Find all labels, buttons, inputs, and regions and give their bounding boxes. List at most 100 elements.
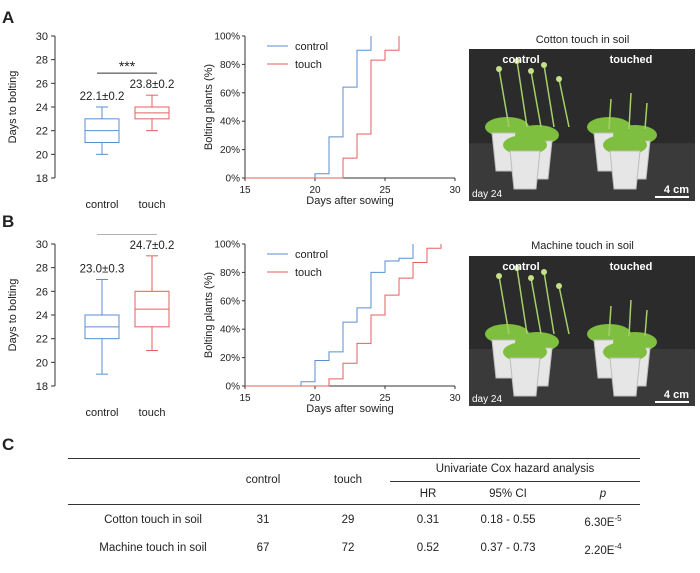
- b-curve-control-line: [245, 244, 414, 387]
- a-box-ytick-label-24: 24: [36, 102, 48, 114]
- b-photo-pot-5: [609, 357, 641, 397]
- a-curve-ytick-label-80: 80%: [220, 60, 240, 71]
- b-box-ytick-label-24: 24: [36, 310, 48, 322]
- b-curve-legend-control-label: control: [295, 249, 328, 261]
- b-photo-rosette-5: [603, 342, 647, 362]
- a-curve-ytick-label-100: 100%: [214, 32, 240, 43]
- row-2-ci: 0.37 - 0.73: [480, 542, 536, 554]
- a-photo-flower-2: [528, 68, 534, 74]
- b-box-control-category: control: [85, 407, 118, 419]
- b-curve-ytick-label-0: 0%: [226, 382, 241, 393]
- b-photo-stem-4: [558, 285, 570, 335]
- row-1-p-base: 6.30E: [584, 516, 615, 529]
- bolting-curve-a: 100% 80% 60% 40% 20% 0%15 20 25 30 Days after sow…: [203, 32, 461, 208]
- b-box-ytick-label-22: 22: [36, 334, 48, 346]
- a-curve-xlabel: Days after sowing: [306, 195, 393, 207]
- a-photo-short-stem-0: [608, 98, 612, 130]
- a-box-touch-category: touch: [139, 199, 166, 211]
- b-photo-short-stem-2: [644, 309, 648, 337]
- a-photo-label-control: control: [502, 54, 539, 66]
- box-plot-b: 30 28 26 24 22 20 18 Days to bolting 23.0±0.3 con…: [7, 234, 175, 419]
- b-box-ytick-label-20: 20: [36, 357, 48, 369]
- b-box-ytick-label-18: 18: [36, 381, 48, 393]
- group-header: Univariate Cox hazard analysis: [435, 463, 595, 475]
- b-box-ylabel: Days to bolting: [7, 279, 19, 352]
- a-photo-stem-0: [498, 68, 510, 128]
- a-curve-xtick-label-25: 25: [379, 185, 391, 196]
- b-box-ytick-label-30: 30: [36, 239, 48, 251]
- table-header-rule: [68, 504, 640, 505]
- row-1-p: 6.30E-5: [568, 514, 638, 529]
- table-top-rule: [68, 458, 640, 459]
- b-box-control-value-label: 23.0±0.3: [80, 264, 125, 276]
- b-photo-stem-1: [516, 267, 528, 335]
- a-photo-rosette-5: [603, 135, 647, 155]
- a-photo-short-stem-1: [628, 92, 632, 130]
- bolting-curve-b: 100% 80% 60% 40% 20% 0%15 20 25 30 Days after sow…: [203, 240, 461, 416]
- photo-title-b: Machine touch in soil: [531, 240, 634, 252]
- a-curve-ylabel: Bolting plants (%): [203, 64, 215, 150]
- a-photo-pot-5: [609, 150, 641, 190]
- a-curve-legend-touch-label: touch: [295, 59, 322, 71]
- a-box-ytick-label-20: 20: [36, 149, 48, 161]
- b-photo-day-label: day 24: [472, 394, 502, 405]
- b-photo-flower-0: [496, 273, 502, 279]
- b-photo-short-stem-0: [608, 305, 612, 337]
- b-curve-xtick-label-30: 30: [449, 393, 461, 404]
- b-photo-flower-1: [514, 265, 520, 271]
- a-photo-flower-0: [496, 66, 502, 72]
- a-box-ytick-label-28: 28: [36, 55, 48, 67]
- group-header-rule: [390, 481, 640, 482]
- a-photo-stem-4: [558, 78, 570, 128]
- a-curve-xtick-label-20: 20: [309, 185, 321, 196]
- a-box-ytick-label-26: 26: [36, 78, 48, 90]
- a-photo-label-touched: touched: [610, 54, 653, 66]
- b-curve-ytick-label-100: 100%: [214, 240, 240, 251]
- row-2-name: Machine touch in soil: [99, 542, 207, 554]
- a-photo-flower-1: [514, 58, 520, 64]
- a-curve-ytick-label-60: 60%: [220, 88, 240, 99]
- panel-letter-b: B: [2, 212, 15, 231]
- a-photo-flower-4: [556, 76, 562, 82]
- b-photo-flower-4: [556, 283, 562, 289]
- b-curve-xtick-label-15: 15: [239, 393, 251, 404]
- a-box-significance-stars: ***: [119, 58, 136, 74]
- b-box-ytick-label-26: 26: [36, 286, 48, 298]
- box-plot-a: 30 28 26 24 22 20 18 Days to bolting 22.1±0.2 con…: [7, 31, 174, 211]
- row-1-control: 31: [256, 514, 270, 526]
- row-1-touch: 29: [341, 514, 355, 526]
- a-photo-day-label: day 24: [472, 189, 502, 200]
- b-curve-xlabel: Days after sowing: [306, 403, 393, 415]
- a-box-control-value-label: 22.1±0.2: [80, 91, 125, 103]
- a-box-ylabel: Days to bolting: [7, 71, 19, 144]
- a-curve-control-line: [245, 36, 372, 179]
- b-photo-rosette-2: [503, 342, 547, 362]
- b-box-significance-stars: ***: [119, 234, 136, 235]
- photo-title-a: Cotton touch in soil: [535, 34, 630, 46]
- b-photo-stem-0: [498, 275, 510, 335]
- b-box-touch-value-label: 24.7±0.2: [130, 240, 175, 252]
- b-curve-xtick-label-25: 25: [379, 393, 391, 404]
- a-curve-ytick-label-20: 20%: [220, 145, 240, 156]
- a-photo-stem-1: [516, 60, 528, 128]
- row-2-hr: 0.52: [416, 542, 440, 554]
- row-2-p: 2.20E-4: [568, 542, 638, 557]
- row-1-ci: 0.18 - 0.55: [480, 514, 536, 526]
- b-curve-touch-line: [245, 244, 442, 387]
- a-curve-ytick-label-0: 0%: [226, 174, 241, 185]
- a-box-ytick-label-22: 22: [36, 126, 48, 138]
- b-curve-ytick-label-60: 60%: [220, 296, 240, 307]
- b-photo-pot-2: [509, 357, 541, 397]
- a-curve-xtick-label-15: 15: [239, 185, 251, 196]
- row-2-p-base: 2.20E: [584, 544, 615, 557]
- row-1-name: Cotton touch in soil: [104, 514, 202, 526]
- panel-letter-c: C: [2, 435, 15, 454]
- b-curve-ytick-label-20: 20%: [220, 353, 240, 364]
- plant-photo-a: control touched day 24 4 cm: [469, 49, 695, 201]
- a-curve-xtick-label-30: 30: [449, 185, 461, 196]
- a-photo-stem-3: [543, 64, 555, 128]
- b-photo-stem-3: [543, 271, 555, 335]
- a-box-control-category: control: [85, 199, 118, 211]
- a-curve-ytick-label-40: 40%: [220, 117, 240, 128]
- a-curve-legend-control-label: control: [295, 41, 328, 53]
